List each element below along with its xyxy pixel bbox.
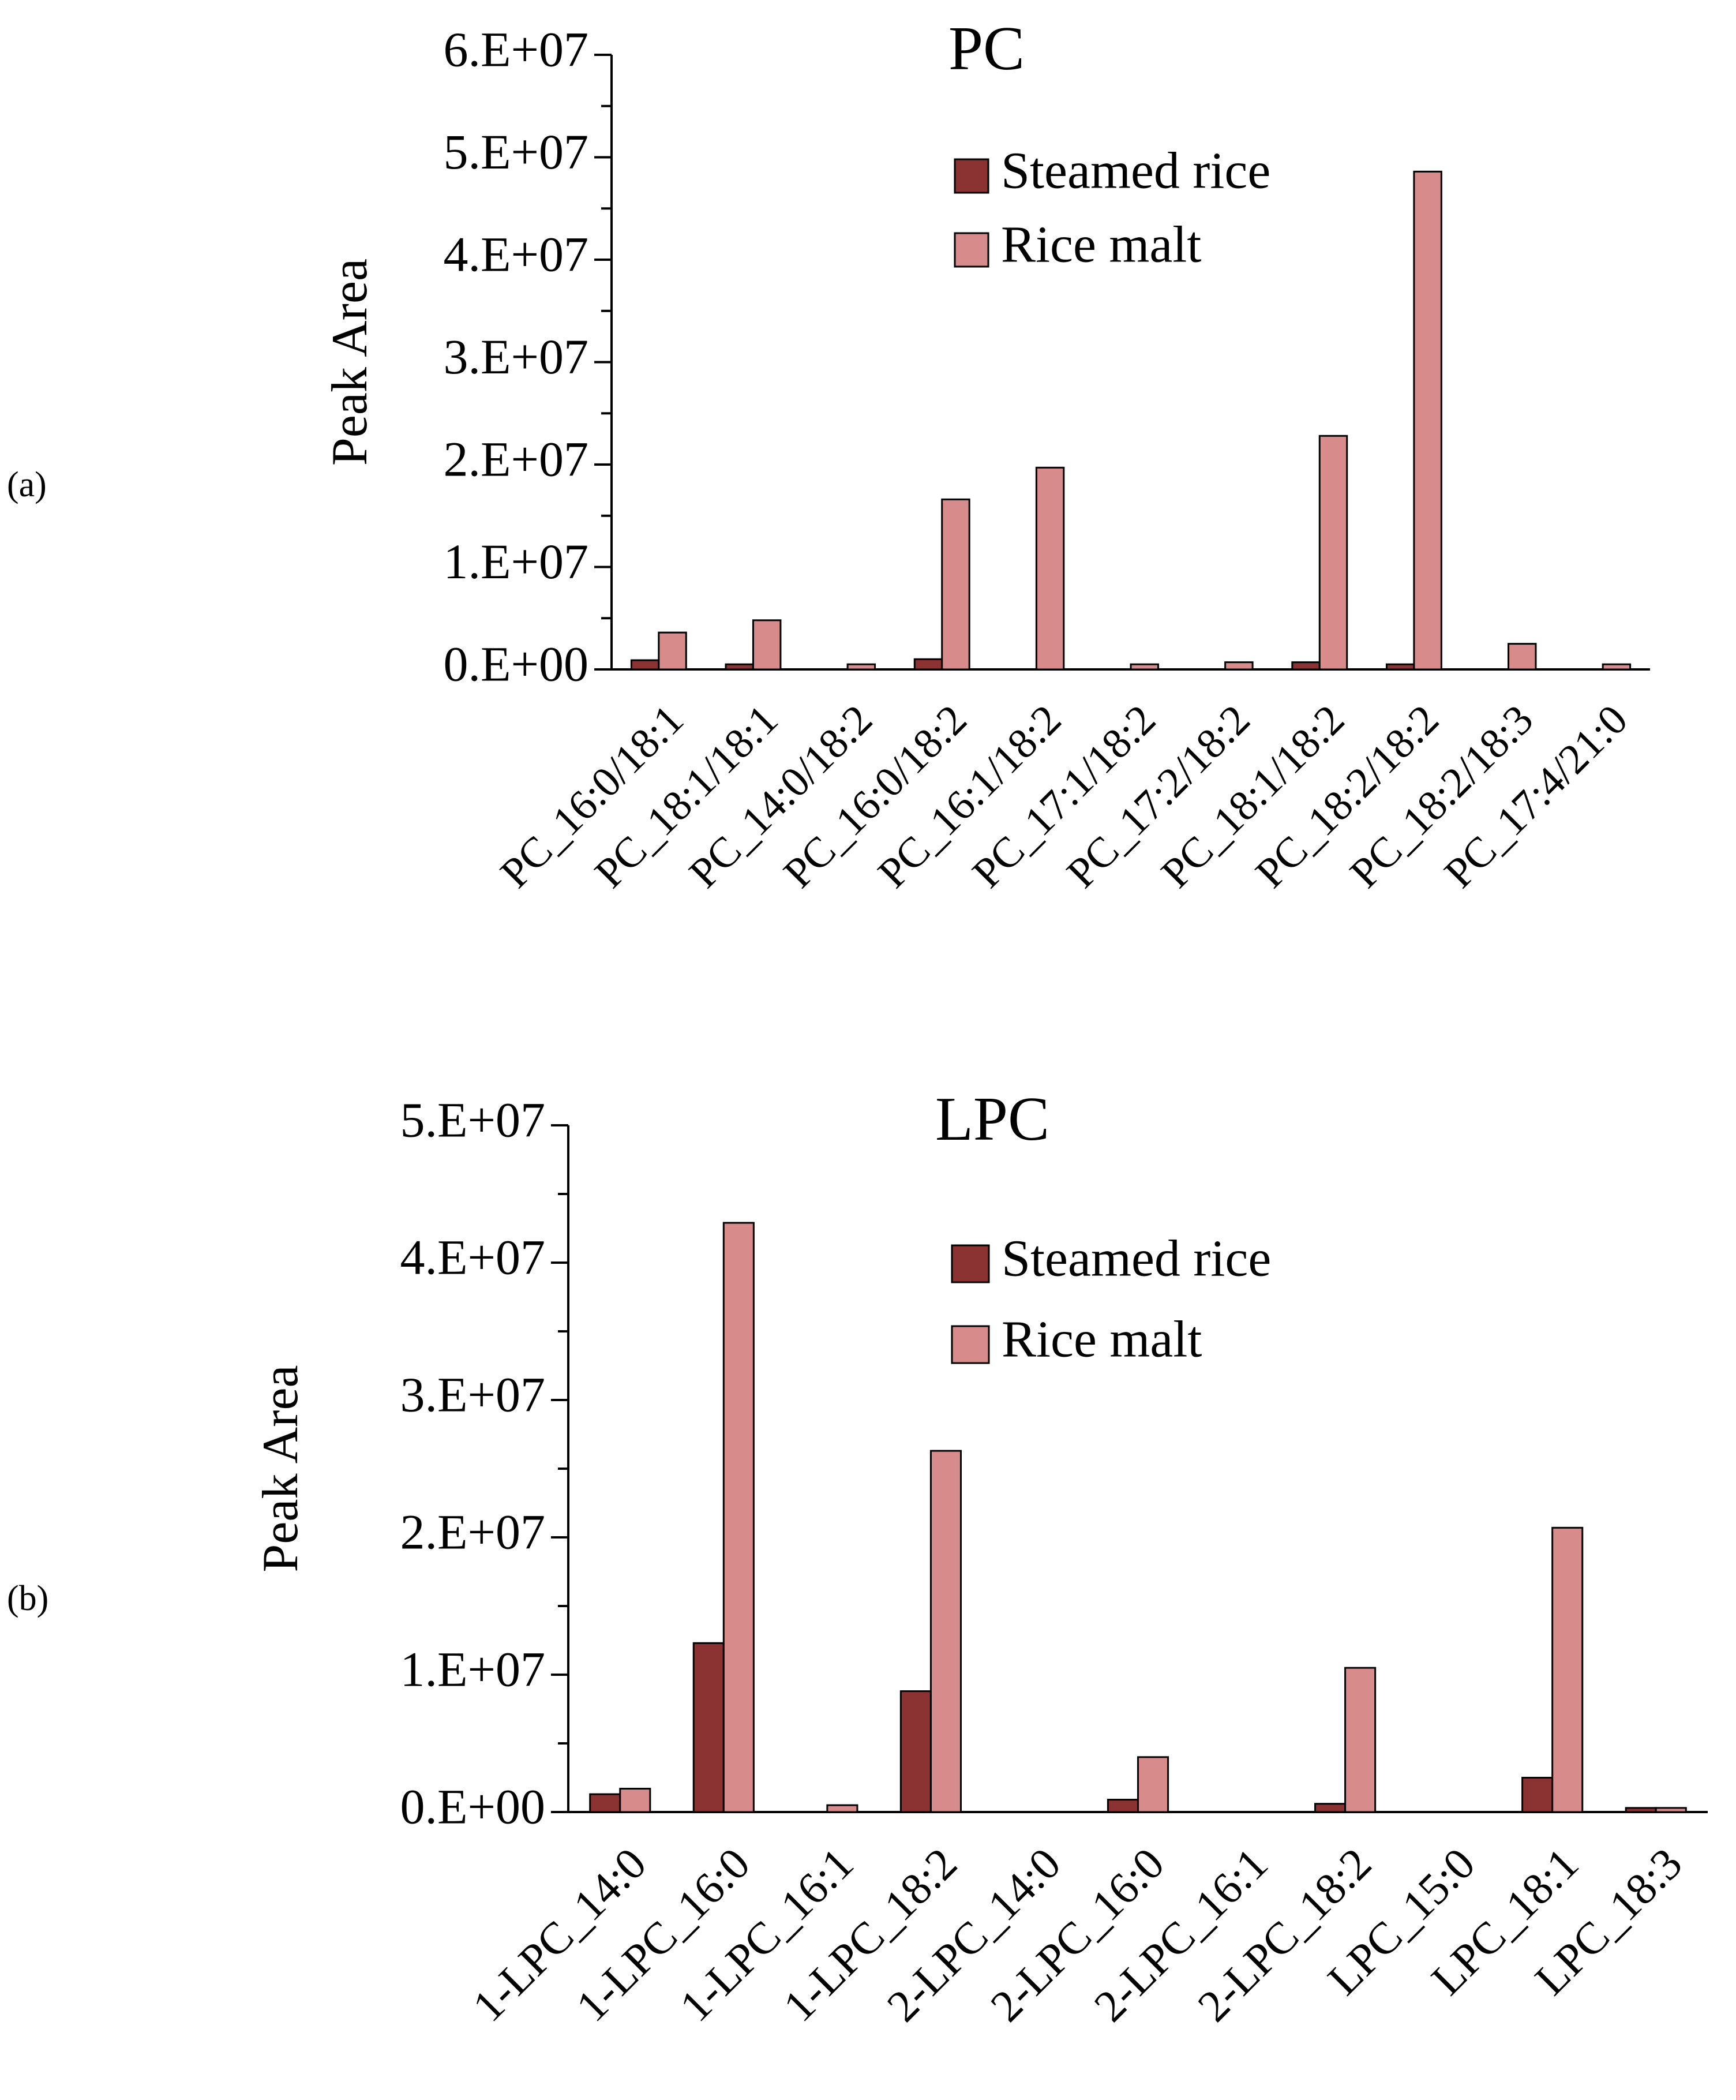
y-tick-label: 6.E+07: [443, 22, 588, 77]
bar-rice-malt: [1130, 663, 1159, 671]
bar-steamed-rice: [725, 663, 754, 671]
chart-pc: PC Peak Area 0.E+00 1.E+07 2.E+07 3.E+07 4.E+0…: [322, 14, 1650, 897]
chart-title: LPC: [935, 1085, 1049, 1154]
y-tick-label: 1.E+07: [443, 534, 588, 589]
bar-steamed-rice: [1107, 1799, 1139, 1813]
y-tick-label: 4.E+07: [443, 227, 588, 282]
panel-label-a: (a): [7, 465, 47, 504]
legend-swatch-steamed-rice: [951, 1244, 990, 1283]
bar-steamed-rice: [1625, 1807, 1657, 1813]
bar-steamed-rice: [630, 659, 660, 671]
bar-rice-malt: [846, 663, 876, 671]
legend-label: Steamed rice: [1002, 1230, 1271, 1287]
bar-rice-malt: [752, 619, 782, 671]
y-tick-label: 0.E+00: [400, 1779, 545, 1835]
legend-label: Rice malt: [1002, 1311, 1202, 1368]
y-tick-label: 3.E+07: [400, 1367, 545, 1423]
bar-steamed-rice: [1385, 663, 1415, 671]
bar-rice-malt: [826, 1804, 858, 1813]
bar-rice-malt: [1551, 1526, 1584, 1813]
bar-rice-malt: [658, 631, 687, 671]
bar-steamed-rice: [899, 1690, 932, 1813]
legend-swatch-rice-malt: [951, 1325, 990, 1364]
y-axis-label: Peak Area: [322, 259, 378, 466]
bar-rice-malt: [929, 1450, 962, 1813]
bar-rice-malt: [941, 498, 970, 671]
bar-rice-malt: [1318, 435, 1348, 671]
bar-rice-malt: [1413, 170, 1442, 671]
bar-rice-malt: [1344, 1667, 1377, 1813]
y-tick-label: 5.E+07: [400, 1092, 545, 1148]
bar-rice-malt: [722, 1222, 755, 1813]
y-tick-label: 2.E+07: [443, 432, 588, 487]
y-tick-label: 3.E+07: [443, 329, 588, 384]
bar-rice-malt: [1137, 1756, 1169, 1813]
bar-steamed-rice: [913, 658, 943, 671]
y-axis-label: Peak Area: [253, 1365, 309, 1572]
y-tick-label: 4.E+07: [400, 1230, 545, 1285]
legend-swatch-steamed-rice: [954, 158, 989, 194]
panel-label-b: (b): [7, 1579, 48, 1618]
bar-rice-malt: [619, 1788, 651, 1813]
y-tick-label: 1.E+07: [400, 1642, 545, 1697]
bar-rice-malt: [1602, 663, 1632, 671]
bar-steamed-rice: [692, 1642, 725, 1813]
legend-label: Steamed rice: [1001, 143, 1270, 200]
bar-steamed-rice: [1314, 1803, 1347, 1813]
bar-steamed-rice: [1291, 661, 1321, 671]
bar-steamed-rice: [589, 1793, 621, 1813]
bar-steamed-rice: [1521, 1777, 1554, 1813]
y-tick-label: 0.E+00: [443, 637, 588, 692]
bar-rice-malt: [1655, 1807, 1687, 1813]
y-tick-label: 5.E+07: [443, 124, 588, 179]
bar-rice-malt: [1508, 643, 1537, 671]
chart-lpc: LPC Peak Area 0.E+00 1.E+07 2.E+07 3.E+07 4.E+…: [253, 1085, 1708, 2031]
y-tick-label: 2.E+07: [400, 1504, 545, 1560]
chart-title: PC: [948, 14, 1025, 83]
legend-label: Rice malt: [1001, 216, 1201, 274]
bar-rice-malt: [1035, 466, 1065, 671]
bar-rice-malt: [1224, 661, 1254, 671]
legend-swatch-rice-malt: [954, 232, 989, 268]
